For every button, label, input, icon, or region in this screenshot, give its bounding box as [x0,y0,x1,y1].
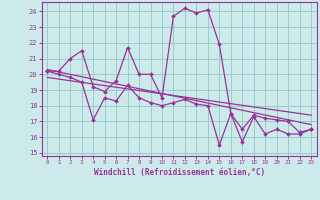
X-axis label: Windchill (Refroidissement éolien,°C): Windchill (Refroidissement éolien,°C) [94,168,265,177]
